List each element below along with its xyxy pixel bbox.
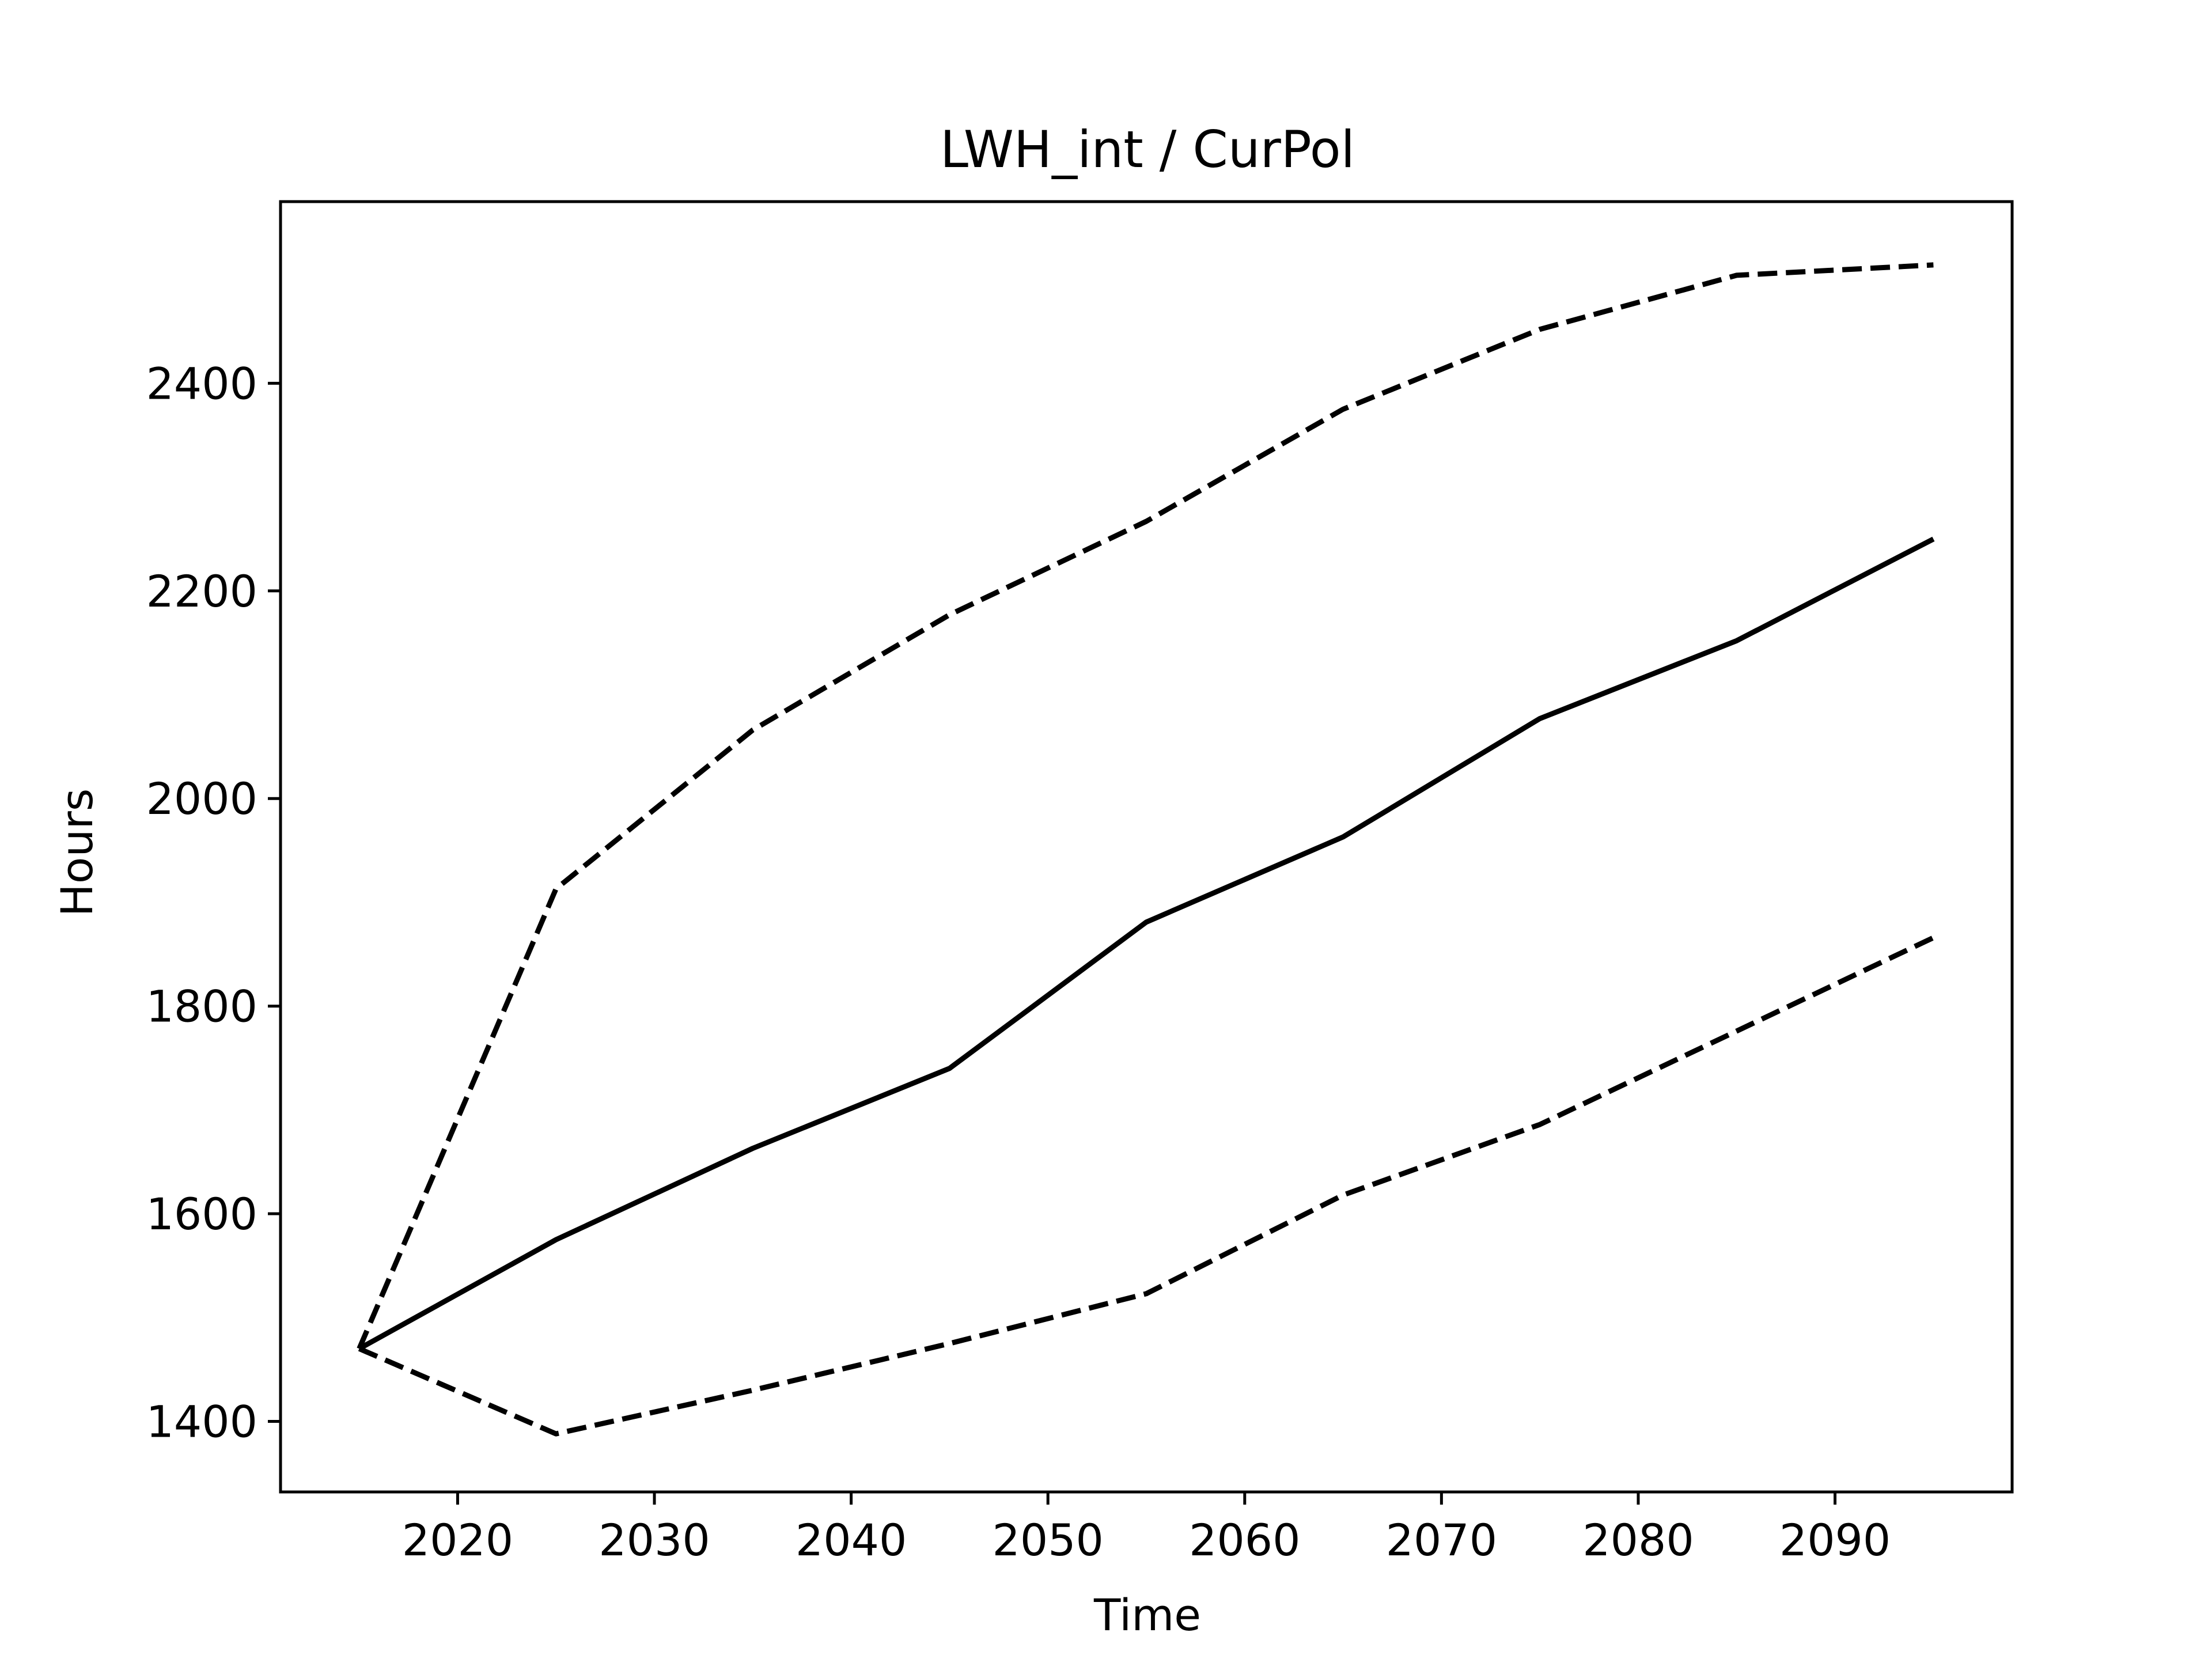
plot-area xyxy=(279,200,2014,1494)
series-line-1 xyxy=(358,536,1935,1351)
x-axis: 2020 2030 2040 2050 2060 2070 2080 2090 xyxy=(402,1492,1891,1566)
x-tick-label-2060: 2060 xyxy=(1189,1514,1300,1566)
y-tick-label-1800: 1800 xyxy=(146,981,257,1032)
x-tick-label-2040: 2040 xyxy=(796,1514,907,1566)
plot-frame xyxy=(279,200,2014,1494)
x-tick-label-2090: 2090 xyxy=(1779,1514,1891,1566)
x-tick-label-2020: 2020 xyxy=(402,1514,513,1566)
y-tick-label-1400: 1400 xyxy=(146,1396,257,1447)
x-tick-label-2080: 2080 xyxy=(1582,1514,1694,1566)
y-tick-label-2400: 2400 xyxy=(146,358,257,409)
y-axis-label: Hours xyxy=(51,789,103,917)
series-line-3 xyxy=(358,935,1935,1437)
x-tick-label-2070: 2070 xyxy=(1386,1514,1497,1566)
y-tick-label-1600: 1600 xyxy=(146,1188,257,1240)
y-tick-label-2000: 2000 xyxy=(146,773,257,824)
y-axis: 1400 1600 1800 2000 2200 2400 xyxy=(146,358,281,1447)
x-axis-label: Time xyxy=(1093,1589,1201,1641)
y-tick-label-2200: 2200 xyxy=(146,566,257,617)
series-layer xyxy=(357,262,1935,1437)
x-tick-label-2050: 2050 xyxy=(992,1514,1103,1566)
series-line-2 xyxy=(357,262,1934,1350)
x-tick-label-2030: 2030 xyxy=(599,1514,710,1566)
chart-title: LWH_int / CurPol xyxy=(940,120,1355,179)
